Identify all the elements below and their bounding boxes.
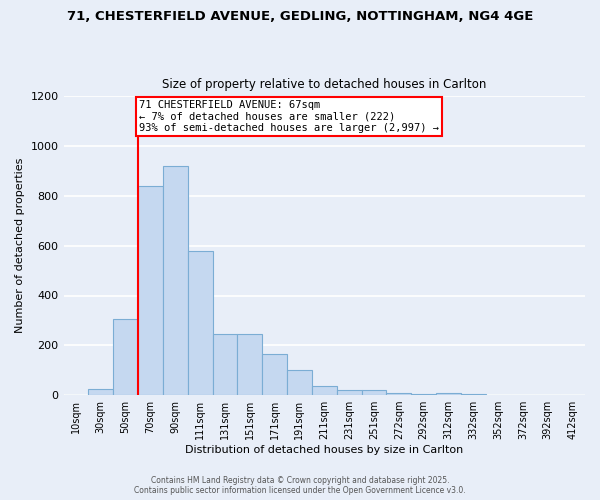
Bar (188, 250, 212, 395)
Bar (312, 386, 337, 395)
Bar (238, 334, 262, 395)
Bar (212, 334, 238, 395)
Text: 71, CHESTERFIELD AVENUE, GEDLING, NOTTINGHAM, NG4 4GE: 71, CHESTERFIELD AVENUE, GEDLING, NOTTIN… (67, 10, 533, 23)
Bar (113, 319, 138, 395)
Bar (436, 392, 461, 395)
Title: Size of property relative to detached houses in Carlton: Size of property relative to detached ho… (162, 78, 487, 91)
Bar (262, 354, 287, 395)
Bar (138, 186, 163, 395)
Bar (163, 166, 188, 395)
Bar (386, 392, 411, 395)
Bar (362, 390, 386, 395)
Text: Contains HM Land Registry data © Crown copyright and database right 2025.
Contai: Contains HM Land Registry data © Crown c… (134, 476, 466, 495)
Bar (411, 394, 436, 395)
X-axis label: Distribution of detached houses by size in Carlton: Distribution of detached houses by size … (185, 445, 463, 455)
Bar (88, 389, 113, 395)
Text: 71 CHESTERFIELD AVENUE: 67sqm
← 7% of detached houses are smaller (222)
93% of s: 71 CHESTERFIELD AVENUE: 67sqm ← 7% of de… (139, 100, 439, 134)
Y-axis label: Number of detached properties: Number of detached properties (15, 158, 25, 334)
Bar (287, 370, 312, 395)
Bar (337, 390, 362, 395)
Bar (461, 394, 485, 395)
